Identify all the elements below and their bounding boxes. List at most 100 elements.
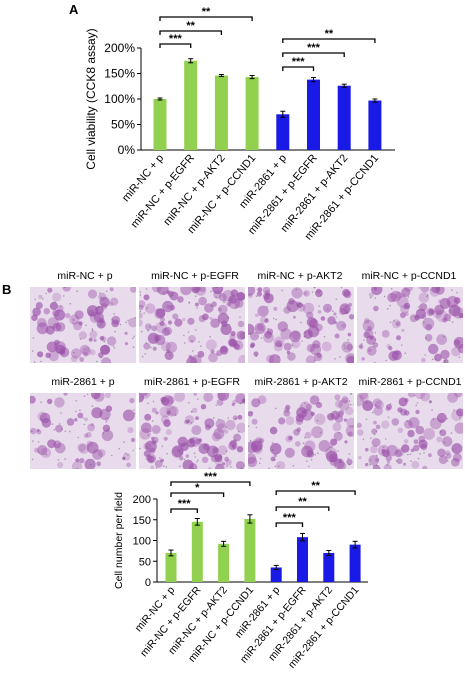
stained-cell xyxy=(386,404,392,410)
stained-cell xyxy=(203,393,214,403)
pore xyxy=(345,305,347,307)
stained-cell xyxy=(303,291,307,296)
pore xyxy=(251,411,253,414)
stained-cell xyxy=(77,443,86,452)
stained-cell xyxy=(89,330,98,339)
stained-cell xyxy=(228,338,236,347)
pore xyxy=(64,458,66,460)
stained-cell xyxy=(206,445,219,458)
pore xyxy=(383,295,386,298)
stained-cell xyxy=(345,406,354,416)
stained-cell xyxy=(264,318,269,323)
pore xyxy=(387,308,389,310)
pore xyxy=(105,420,108,423)
stained-cell xyxy=(199,287,206,293)
pore xyxy=(300,321,302,324)
stained-cell xyxy=(78,443,90,454)
stained-cell xyxy=(182,459,194,469)
stained-cell xyxy=(238,354,245,363)
pore xyxy=(424,354,426,356)
pore xyxy=(301,304,304,306)
stained-cell xyxy=(248,456,258,468)
pore xyxy=(63,295,65,297)
pore xyxy=(196,461,198,463)
stained-cell xyxy=(55,424,63,433)
stained-cell xyxy=(45,352,51,359)
stained-cell xyxy=(171,445,184,458)
pore xyxy=(77,436,80,439)
stained-cell xyxy=(283,342,292,351)
stained-cell xyxy=(36,322,49,335)
pore xyxy=(159,457,161,459)
stained-cell xyxy=(128,317,136,328)
stained-cell xyxy=(130,437,136,443)
stained-cell xyxy=(269,443,282,455)
stained-cell xyxy=(169,304,176,311)
stained-cell xyxy=(48,351,59,362)
pore xyxy=(107,428,109,431)
pore xyxy=(458,356,461,359)
stained-cell xyxy=(142,393,148,396)
stained-cell xyxy=(320,316,326,321)
stained-cell xyxy=(391,418,400,426)
pore xyxy=(446,460,449,462)
stained-cell xyxy=(330,438,338,446)
stained-cell xyxy=(155,411,159,415)
stained-cell xyxy=(386,444,398,457)
stained-cell xyxy=(341,396,349,404)
stained-cell xyxy=(198,296,207,306)
pore xyxy=(423,452,425,454)
pore xyxy=(274,407,277,410)
pore xyxy=(382,446,385,449)
micrograph-2861-akt2 xyxy=(248,393,354,469)
stained-cell xyxy=(124,342,129,346)
bar-8 xyxy=(368,100,382,150)
stained-cell xyxy=(403,302,411,310)
pore xyxy=(156,338,158,341)
pore xyxy=(255,355,257,358)
stained-cell xyxy=(87,423,95,432)
stained-cell xyxy=(357,422,362,428)
stained-cell xyxy=(251,418,258,425)
stained-cell xyxy=(316,352,322,358)
stained-cell xyxy=(369,335,374,340)
stained-cell xyxy=(218,304,228,315)
stained-cell xyxy=(358,393,369,400)
stained-cell xyxy=(178,450,184,455)
pore xyxy=(456,291,458,294)
stained-cell xyxy=(422,465,428,469)
pore xyxy=(273,317,275,320)
pore xyxy=(200,345,202,347)
pore xyxy=(332,310,334,312)
pore xyxy=(45,292,47,295)
pore xyxy=(353,403,354,406)
stained-cell xyxy=(96,461,102,467)
stained-cell xyxy=(92,449,103,460)
pore xyxy=(248,425,250,427)
stained-cell xyxy=(84,417,88,421)
pore xyxy=(267,328,269,330)
pore xyxy=(83,395,86,397)
stained-cell xyxy=(218,293,227,302)
caption-nc-ccnd1: miR-NC + p-CCND1 xyxy=(361,270,457,282)
stained-cell xyxy=(84,458,96,469)
stained-cell xyxy=(226,301,231,307)
pore xyxy=(239,402,242,405)
pore xyxy=(60,412,62,414)
stained-cell xyxy=(345,425,354,437)
stained-cell xyxy=(231,402,235,407)
stained-cell xyxy=(359,393,369,403)
significance-bracket xyxy=(159,43,192,48)
stained-cell xyxy=(78,331,87,340)
pore xyxy=(139,310,142,313)
stained-cell xyxy=(440,349,450,360)
significance-label: ** xyxy=(202,6,211,18)
stained-cell xyxy=(436,412,447,423)
pore xyxy=(451,321,454,323)
pore xyxy=(426,294,429,296)
pore xyxy=(237,430,240,433)
stained-cell xyxy=(180,287,192,296)
stained-cell xyxy=(441,317,447,323)
pore xyxy=(233,294,235,297)
pore xyxy=(152,400,155,403)
